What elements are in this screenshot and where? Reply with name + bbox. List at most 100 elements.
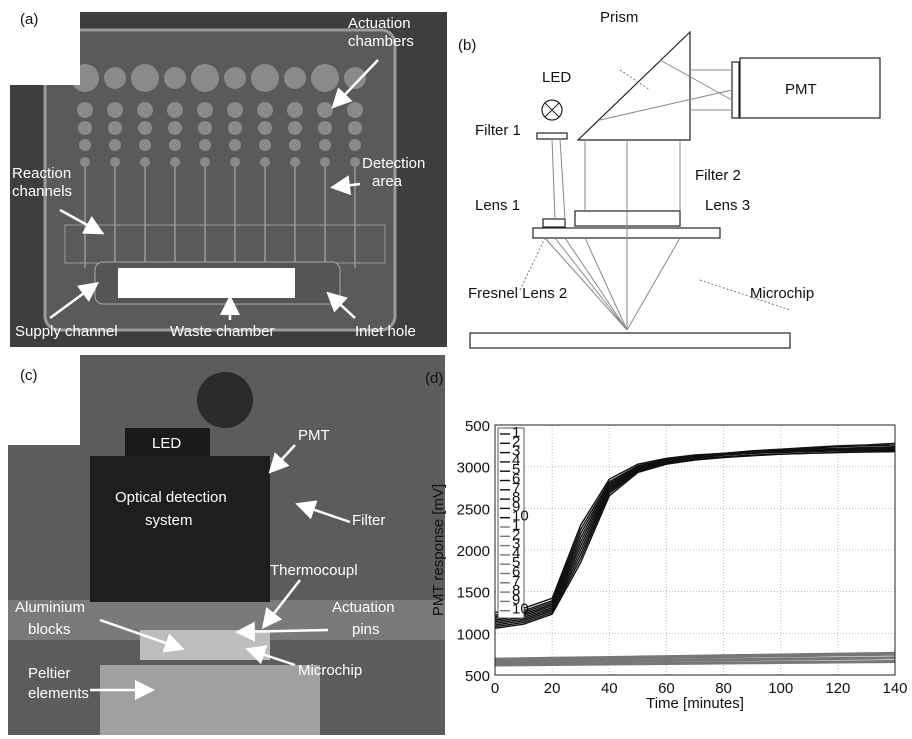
annotation: Microchip bbox=[750, 285, 814, 302]
leaders bbox=[519, 69, 791, 311]
y-tick-label: 1500 bbox=[457, 585, 490, 602]
series-line bbox=[494, 653, 896, 661]
legend-label: 6 bbox=[512, 471, 520, 488]
chamber bbox=[198, 121, 212, 135]
annotation: Actuation bbox=[348, 15, 411, 32]
chamber bbox=[167, 102, 183, 118]
waste-chamber bbox=[118, 268, 295, 298]
annotation: Filter 2 bbox=[695, 167, 741, 184]
chamber bbox=[197, 102, 213, 118]
chamber bbox=[199, 139, 211, 151]
series-line bbox=[494, 446, 896, 620]
chamber bbox=[288, 121, 302, 135]
led-x bbox=[544, 102, 560, 118]
series-line bbox=[494, 651, 896, 660]
arrow bbox=[330, 175, 361, 196]
legend-label: 9 bbox=[512, 498, 520, 515]
annotation: Peltier bbox=[28, 665, 71, 682]
y-tick-label: 2000 bbox=[457, 543, 490, 560]
legend-label: 8 bbox=[512, 582, 520, 599]
annotation: Aluminium bbox=[15, 599, 85, 616]
chamber bbox=[77, 102, 93, 118]
chamber bbox=[110, 157, 120, 167]
x-axis-label: Time [minutes] bbox=[646, 695, 744, 712]
chamber bbox=[317, 102, 333, 118]
chamber bbox=[139, 139, 151, 151]
series-line bbox=[494, 661, 896, 667]
x-tick-label: 120 bbox=[825, 680, 850, 697]
arrow bbox=[268, 444, 296, 474]
panel-a: (a) Actuation chambers Detection area Re… bbox=[0, 0, 447, 347]
x-tick-label: 20 bbox=[544, 680, 561, 697]
x-tick-label: 60 bbox=[658, 680, 675, 697]
legend-label: 3 bbox=[512, 443, 520, 460]
base bbox=[100, 665, 320, 735]
pmt-housing bbox=[197, 372, 253, 428]
legend-label: 5 bbox=[512, 554, 520, 571]
chamber bbox=[319, 139, 331, 151]
microchip bbox=[469, 332, 791, 349]
annotation: pins bbox=[352, 621, 380, 638]
chamber bbox=[137, 102, 153, 118]
legend-label: 5 bbox=[512, 461, 520, 478]
legend-label: 2 bbox=[512, 433, 520, 450]
arrow bbox=[59, 208, 105, 235]
legend-label: 9 bbox=[512, 591, 520, 608]
chamber bbox=[348, 121, 362, 135]
chamber bbox=[108, 121, 122, 135]
label-box bbox=[0, 0, 80, 85]
annotation: Prism bbox=[600, 9, 638, 26]
chamber bbox=[107, 102, 123, 118]
annotation: channels bbox=[12, 183, 72, 200]
arrow bbox=[99, 618, 185, 653]
panel-label: (a) bbox=[20, 11, 38, 28]
x-tick-label: 80 bbox=[715, 680, 732, 697]
chamber bbox=[289, 139, 301, 151]
annotation: PMT bbox=[785, 81, 817, 98]
chamber bbox=[191, 64, 219, 92]
optics-box bbox=[90, 456, 270, 602]
legend-label: 1 bbox=[512, 517, 520, 534]
chamber bbox=[224, 67, 246, 89]
annotation: PMT bbox=[298, 427, 330, 444]
annotation: Actuation bbox=[332, 599, 395, 616]
panel-label: (b) bbox=[458, 37, 476, 54]
y-tick-label: 500 bbox=[465, 418, 490, 435]
chamber bbox=[350, 157, 360, 167]
annotation: elements bbox=[28, 685, 89, 702]
chamber bbox=[80, 157, 90, 167]
chamber bbox=[311, 64, 339, 92]
chamber bbox=[344, 67, 366, 89]
annotation: Supply channel bbox=[15, 323, 118, 340]
annotation: Thermocoupl bbox=[270, 562, 358, 579]
series-line bbox=[494, 657, 896, 665]
label-box bbox=[0, 355, 80, 445]
annotation: LED bbox=[152, 435, 181, 452]
chamber bbox=[229, 139, 241, 151]
y-tick-label: 500 bbox=[465, 668, 490, 685]
y-axis-label: PMT response [mV] bbox=[430, 484, 447, 616]
chamber bbox=[170, 157, 180, 167]
arrow bbox=[49, 282, 100, 320]
series-line bbox=[494, 652, 896, 660]
annotation: Inlet hole bbox=[355, 323, 416, 340]
legend-label: 7 bbox=[512, 573, 520, 590]
chamber bbox=[251, 64, 279, 92]
lens-1 bbox=[542, 218, 566, 228]
chip bbox=[43, 28, 397, 332]
panel-label: (c) bbox=[20, 367, 38, 384]
legend-label: 7 bbox=[512, 480, 520, 497]
arrow bbox=[326, 291, 356, 319]
chamber bbox=[228, 121, 242, 135]
arrow bbox=[295, 500, 351, 524]
annotation: blocks bbox=[28, 621, 71, 638]
chamber bbox=[104, 67, 126, 89]
legend-label: 6 bbox=[512, 564, 520, 581]
chamber bbox=[227, 102, 243, 118]
chamber bbox=[260, 157, 270, 167]
x-tick-label: 0 bbox=[491, 680, 499, 697]
legend-label: 4 bbox=[512, 452, 520, 469]
annotation: chambers bbox=[348, 33, 414, 50]
chambers bbox=[71, 64, 366, 268]
